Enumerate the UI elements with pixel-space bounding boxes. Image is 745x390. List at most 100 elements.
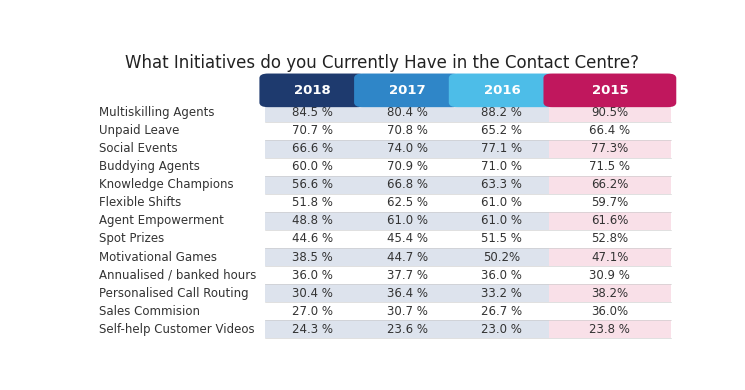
Text: Spot Prizes: Spot Prizes bbox=[99, 232, 164, 245]
Text: Agent Empowerment: Agent Empowerment bbox=[99, 215, 224, 227]
Text: 27.0 %: 27.0 % bbox=[292, 305, 333, 317]
Text: 51.8 %: 51.8 % bbox=[292, 197, 333, 209]
Bar bbox=[265, 194, 549, 212]
Text: 30.9 %: 30.9 % bbox=[589, 269, 630, 282]
Text: 23.0 %: 23.0 % bbox=[481, 323, 522, 335]
Bar bbox=[549, 320, 670, 338]
Bar bbox=[265, 284, 549, 302]
Bar bbox=[549, 122, 670, 140]
Text: Social Events: Social Events bbox=[99, 142, 177, 155]
Text: 77.3%: 77.3% bbox=[592, 142, 629, 155]
Bar bbox=[549, 158, 670, 176]
Bar bbox=[265, 320, 549, 338]
Text: 36.4 %: 36.4 % bbox=[387, 287, 428, 300]
Text: 71.5 %: 71.5 % bbox=[589, 160, 630, 174]
Text: 71.0 %: 71.0 % bbox=[481, 160, 522, 174]
Text: 70.7 %: 70.7 % bbox=[292, 124, 333, 137]
Text: 66.4 %: 66.4 % bbox=[589, 124, 630, 137]
Text: 77.1 %: 77.1 % bbox=[481, 142, 522, 155]
FancyBboxPatch shape bbox=[543, 74, 676, 107]
Text: 70.9 %: 70.9 % bbox=[387, 160, 428, 174]
Text: 44.7 %: 44.7 % bbox=[387, 250, 428, 264]
Text: 61.0 %: 61.0 % bbox=[387, 215, 428, 227]
Text: 38.2%: 38.2% bbox=[592, 287, 629, 300]
Text: 66.8 %: 66.8 % bbox=[387, 179, 428, 191]
Text: 66.2%: 66.2% bbox=[592, 179, 629, 191]
Text: 2015: 2015 bbox=[592, 84, 628, 97]
Bar bbox=[549, 176, 670, 194]
Text: 44.6 %: 44.6 % bbox=[292, 232, 333, 245]
Text: Personalised Call Routing: Personalised Call Routing bbox=[99, 287, 249, 300]
Text: 63.3 %: 63.3 % bbox=[481, 179, 522, 191]
Text: 62.5 %: 62.5 % bbox=[387, 197, 428, 209]
Text: 52.8%: 52.8% bbox=[592, 232, 629, 245]
Text: 45.4 %: 45.4 % bbox=[387, 232, 428, 245]
FancyBboxPatch shape bbox=[259, 74, 366, 107]
Bar bbox=[265, 104, 549, 122]
Bar bbox=[265, 158, 549, 176]
Text: Unpaid Leave: Unpaid Leave bbox=[99, 124, 180, 137]
Text: 59.7%: 59.7% bbox=[592, 197, 629, 209]
Text: 30.7 %: 30.7 % bbox=[387, 305, 428, 317]
Text: 60.0 %: 60.0 % bbox=[292, 160, 333, 174]
Text: 90.5%: 90.5% bbox=[592, 106, 629, 119]
Text: 24.3 %: 24.3 % bbox=[292, 323, 333, 335]
Bar bbox=[549, 302, 670, 320]
Text: Self-help Customer Videos: Self-help Customer Videos bbox=[99, 323, 255, 335]
Bar bbox=[549, 194, 670, 212]
Text: Multiskilling Agents: Multiskilling Agents bbox=[99, 106, 215, 119]
Bar bbox=[265, 122, 549, 140]
Bar bbox=[265, 212, 549, 230]
Text: 80.4 %: 80.4 % bbox=[387, 106, 428, 119]
Text: 70.8 %: 70.8 % bbox=[387, 124, 428, 137]
Bar bbox=[265, 140, 549, 158]
Text: 36.0 %: 36.0 % bbox=[481, 269, 522, 282]
Text: 50.2%: 50.2% bbox=[484, 250, 521, 264]
Bar bbox=[549, 212, 670, 230]
Text: What Initiatives do you Currently Have in the Contact Centre?: What Initiatives do you Currently Have i… bbox=[125, 54, 638, 72]
Text: 61.0 %: 61.0 % bbox=[481, 197, 522, 209]
Text: 36.0 %: 36.0 % bbox=[292, 269, 333, 282]
Bar bbox=[265, 266, 549, 284]
Text: 37.7 %: 37.7 % bbox=[387, 269, 428, 282]
Text: 2016: 2016 bbox=[484, 84, 520, 97]
Text: 88.2 %: 88.2 % bbox=[481, 106, 522, 119]
Text: 56.6 %: 56.6 % bbox=[292, 179, 333, 191]
Text: 2017: 2017 bbox=[389, 84, 425, 97]
Text: 51.5 %: 51.5 % bbox=[481, 232, 522, 245]
Bar bbox=[549, 140, 670, 158]
Text: Sales Commision: Sales Commision bbox=[99, 305, 200, 317]
Bar bbox=[549, 230, 670, 248]
Bar bbox=[265, 176, 549, 194]
Text: 74.0 %: 74.0 % bbox=[387, 142, 428, 155]
Text: 23.8 %: 23.8 % bbox=[589, 323, 630, 335]
Text: 47.1%: 47.1% bbox=[592, 250, 629, 264]
Text: 61.6%: 61.6% bbox=[592, 215, 629, 227]
Bar bbox=[265, 230, 549, 248]
FancyBboxPatch shape bbox=[354, 74, 460, 107]
Bar bbox=[549, 266, 670, 284]
Text: Flexible Shifts: Flexible Shifts bbox=[99, 197, 181, 209]
Text: Annualised / banked hours: Annualised / banked hours bbox=[99, 269, 256, 282]
Text: 2018: 2018 bbox=[294, 84, 331, 97]
Bar bbox=[265, 248, 549, 266]
Bar bbox=[265, 302, 549, 320]
Bar bbox=[549, 104, 670, 122]
Bar bbox=[549, 284, 670, 302]
Text: 23.6 %: 23.6 % bbox=[387, 323, 428, 335]
Text: 33.2 %: 33.2 % bbox=[481, 287, 522, 300]
Text: Knowledge Champions: Knowledge Champions bbox=[99, 179, 233, 191]
Text: 26.7 %: 26.7 % bbox=[481, 305, 522, 317]
FancyBboxPatch shape bbox=[448, 74, 555, 107]
Text: 61.0 %: 61.0 % bbox=[481, 215, 522, 227]
Text: 66.6 %: 66.6 % bbox=[292, 142, 333, 155]
Text: 38.5 %: 38.5 % bbox=[292, 250, 333, 264]
Text: 30.4 %: 30.4 % bbox=[292, 287, 333, 300]
Bar bbox=[549, 248, 670, 266]
Text: 84.5 %: 84.5 % bbox=[292, 106, 333, 119]
Text: 48.8 %: 48.8 % bbox=[292, 215, 333, 227]
Text: Motivational Games: Motivational Games bbox=[99, 250, 217, 264]
Text: 65.2 %: 65.2 % bbox=[481, 124, 522, 137]
Text: Buddying Agents: Buddying Agents bbox=[99, 160, 200, 174]
Text: 36.0%: 36.0% bbox=[592, 305, 629, 317]
